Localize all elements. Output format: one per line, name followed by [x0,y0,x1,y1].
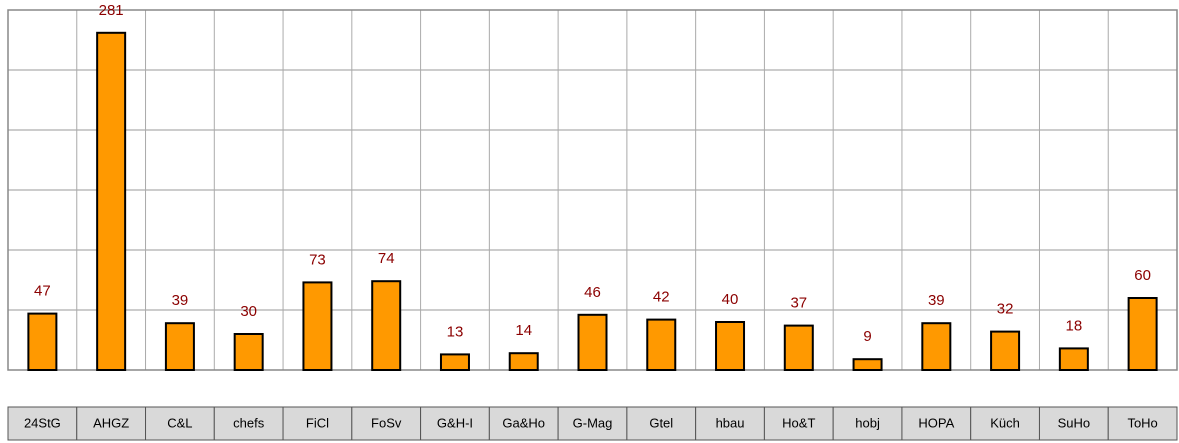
category-box [1038,406,1109,441]
x-tick-label: HOPA [918,415,954,430]
value-label: 47 [34,283,51,300]
category-box [1107,406,1178,441]
category-box [832,406,903,441]
value-label: 18 [1066,317,1083,334]
category-box [420,406,490,441]
bar [715,321,746,371]
bar [646,318,677,372]
bar [371,280,402,372]
bar [302,281,333,371]
value-label: 32 [997,301,1014,318]
bar [783,324,814,372]
x-tick-label: G-Mag [573,415,613,430]
x-tick-label: hbau [716,415,745,430]
x-tick-label: 24StG [24,415,61,430]
bar [508,352,539,372]
value-label: 37 [790,295,807,312]
bar [921,322,952,372]
value-label: 60 [1134,267,1151,284]
x-tick-label: Ga&Ho [502,415,545,430]
value-label: 39 [172,292,189,309]
category-box [282,406,353,441]
bar [27,312,58,372]
value-label: 46 [584,284,601,301]
value-label: 42 [653,289,670,306]
x-tick-label: FoSv [371,415,402,430]
bar [233,333,264,371]
bar [1127,297,1158,371]
category-box [7,406,78,441]
category-box [626,406,697,441]
bar [1058,347,1089,371]
value-label: 73 [309,251,326,268]
value-label: 39 [928,292,945,309]
bar [852,358,883,372]
value-label: 30 [240,303,257,320]
x-tick-label: Ho&T [782,415,815,430]
category-box [970,406,1040,441]
x-tick-label: G&H-I [437,415,473,430]
value-label: 14 [515,322,532,339]
category-box [76,406,147,441]
value-label: 13 [447,323,464,340]
bar [96,31,127,372]
category-box [763,406,834,441]
x-tick-label: SuHo [1058,415,1091,430]
bar [439,353,470,371]
bar [577,313,608,371]
value-label: 40 [722,291,739,308]
x-tick-label: FiCl [306,415,329,430]
bar [990,330,1021,372]
x-tick-label: chefs [233,415,265,430]
value-label: 74 [378,250,395,267]
x-tick-label: AHGZ [93,415,129,430]
x-tick-label: ToHo [1127,415,1157,430]
x-tick-label: C&L [167,415,192,430]
x-tick-label: Küch [990,415,1020,430]
value-label: 281 [99,2,124,19]
value-label: 9 [863,328,871,345]
x-tick-label: hobj [855,415,880,430]
x-tick-label: Gtel [649,415,673,430]
category-box [557,406,628,441]
bar [164,322,195,372]
